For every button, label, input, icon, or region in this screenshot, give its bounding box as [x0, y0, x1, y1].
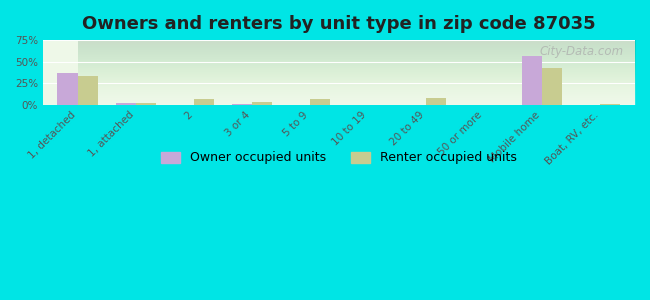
Bar [252, 102, 272, 105]
Bar [310, 99, 330, 105]
Bar [426, 98, 447, 105]
Title: Owners and renters by unit type in zip code 87035: Owners and renters by unit type in zip c… [82, 15, 596, 33]
Bar [542, 68, 562, 105]
Legend: Owner occupied units, Renter occupied units: Owner occupied units, Renter occupied un… [156, 146, 522, 170]
Bar [231, 104, 252, 105]
Text: City-Data.com: City-Data.com [539, 45, 623, 58]
Bar [116, 103, 136, 105]
Bar [78, 76, 98, 105]
Bar [522, 56, 542, 105]
Bar [136, 103, 156, 105]
Bar [600, 104, 621, 105]
Bar [57, 73, 78, 105]
Bar [194, 99, 214, 105]
